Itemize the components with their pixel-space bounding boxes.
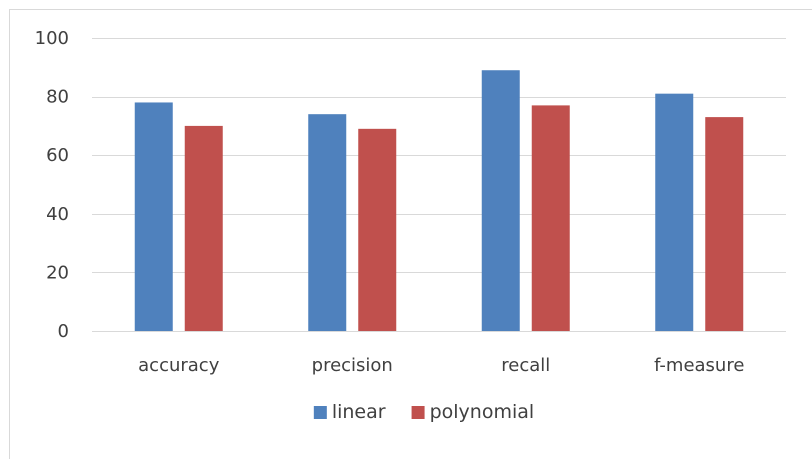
legend-swatch-linear bbox=[313, 406, 327, 419]
x-tick-label: recall bbox=[501, 355, 550, 376]
bar-polynomial-recall bbox=[531, 105, 570, 331]
bars bbox=[134, 70, 744, 332]
x-tick-label: f-measure bbox=[654, 355, 744, 376]
x-tick-label: accuracy bbox=[138, 355, 220, 376]
bar-polynomial-f-measure bbox=[705, 117, 744, 331]
y-tick-label: 80 bbox=[46, 87, 69, 108]
x-axis-tick-labels: accuracy precision recall f-measure bbox=[138, 355, 744, 376]
legend-swatch-polynomial bbox=[411, 406, 425, 419]
bar-linear-f-measure bbox=[655, 93, 694, 331]
y-tick-label: 0 bbox=[58, 321, 69, 342]
legend-label-polynomial: polynomial bbox=[430, 401, 535, 423]
bar-polynomial-accuracy bbox=[184, 125, 223, 332]
bar-linear-accuracy bbox=[134, 102, 173, 332]
x-tick-label: precision bbox=[312, 355, 393, 376]
y-tick-label: 40 bbox=[46, 204, 69, 225]
bar-polynomial-precision bbox=[358, 128, 397, 331]
bar-linear-recall bbox=[481, 70, 520, 331]
bar-linear-precision bbox=[308, 114, 347, 332]
y-tick-label: 60 bbox=[46, 145, 69, 166]
legend: linear polynomial bbox=[313, 401, 535, 423]
chart-frame bbox=[9, 9, 812, 459]
y-tick-label: 20 bbox=[46, 262, 69, 283]
y-axis-tick-labels: 0 20 40 60 80 100 bbox=[35, 28, 69, 342]
legend-label-linear: linear bbox=[332, 401, 386, 423]
y-tick-label: 100 bbox=[35, 28, 69, 49]
